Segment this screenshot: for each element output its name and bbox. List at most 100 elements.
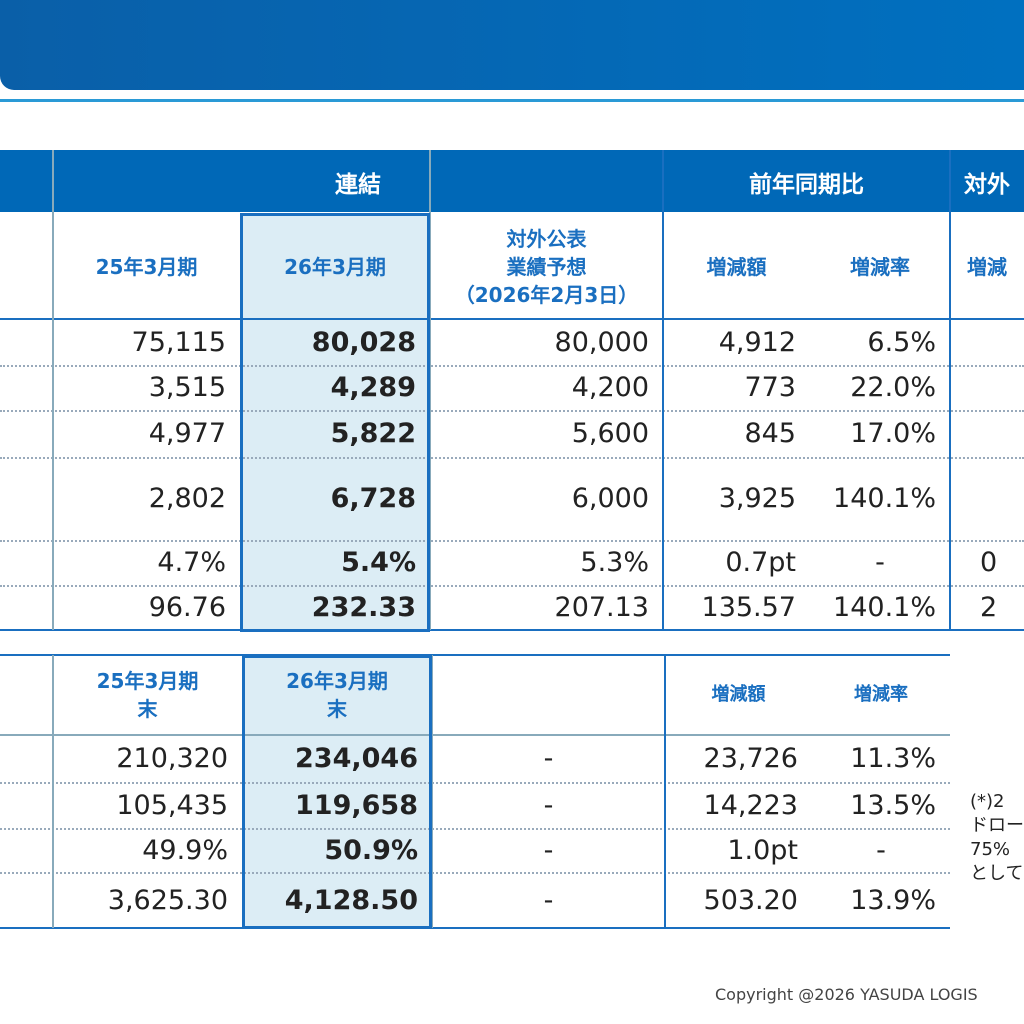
text: 207.13 <box>554 592 649 623</box>
text: (*)2 <box>970 791 1005 812</box>
banner <box>0 0 1024 90</box>
highlight-border <box>240 213 430 632</box>
text: 4,977 <box>148 418 226 449</box>
rule-line <box>662 150 664 630</box>
highlight-border <box>242 655 432 929</box>
header-cell: 対外 <box>950 150 1024 213</box>
text: 11.3% <box>850 743 936 774</box>
text: 26年3月期 <box>286 669 388 693</box>
data-cell: 3,625.30 <box>53 872 242 928</box>
rule-line <box>0 782 950 784</box>
text: 49.9% <box>142 834 228 866</box>
text: ドロー <box>970 815 1024 836</box>
text: 3,925 <box>718 483 796 514</box>
header-cell <box>0 150 53 213</box>
text: 140.1% <box>833 592 936 623</box>
rule-line <box>0 585 1024 587</box>
data-cell: 80,000 <box>430 320 663 365</box>
data-cell: 4.7% <box>53 540 240 585</box>
text: 増減額 <box>711 684 766 705</box>
data-cell: - <box>432 782 665 828</box>
subheader-cell: 対外公表 業績予想 （2026年2月3日） <box>430 213 663 320</box>
text: （2026年2月3日） <box>454 282 639 307</box>
text: 13.9% <box>850 884 936 916</box>
text: 2,802 <box>148 483 226 514</box>
data-cell: 14,223 <box>665 782 812 828</box>
text: として <box>970 863 1024 884</box>
data-cell: 49.9% <box>53 828 242 872</box>
text: 13.5% <box>850 789 936 821</box>
data-cell: 2 <box>950 585 1024 630</box>
text: 232.33 <box>311 592 416 623</box>
data-cell: 2,802 <box>53 457 240 540</box>
data-cell: - <box>432 828 665 872</box>
subheader-cell: 25年3月期末 <box>53 655 242 735</box>
data-cell: 3,925 <box>663 457 810 540</box>
rule-line <box>0 212 1024 214</box>
data-cell: 4,912 <box>663 320 810 365</box>
text: 119,658 <box>295 789 418 821</box>
data-cell: 6,000 <box>430 457 663 540</box>
data-cell: 0 <box>950 540 1024 585</box>
subheader-cell: 26年3月期末 <box>242 655 432 735</box>
text: 増減率 <box>850 254 910 279</box>
text: 773 <box>744 372 796 403</box>
text: 80,000 <box>554 327 649 358</box>
text: 75,115 <box>131 327 226 358</box>
text: 増減 <box>967 254 1007 279</box>
rule-line <box>0 734 950 736</box>
text: 140.1% <box>833 483 936 514</box>
subheader-cell: 増減額 <box>663 213 810 320</box>
data-cell: 13.9% <box>812 872 950 928</box>
data-cell: - <box>812 828 950 872</box>
header-cell: 連結 <box>53 150 663 213</box>
rule-line <box>0 629 1024 631</box>
text: 25年3月期 <box>95 254 198 279</box>
text: 234,046 <box>295 743 418 774</box>
text: 5,822 <box>330 418 416 449</box>
text: 5.4% <box>341 547 416 578</box>
data-cell: 234,046 <box>242 735 432 782</box>
text: 末 <box>327 697 347 721</box>
data-cell: 5.3% <box>430 540 663 585</box>
text: - <box>875 547 885 578</box>
text: 503.20 <box>703 884 798 916</box>
data-cell: 0.7pt <box>663 540 810 585</box>
text: 26年3月期 <box>284 254 386 279</box>
data-cell: 4,977 <box>53 410 240 457</box>
data-cell: 75,115 <box>53 320 240 365</box>
text: 210,320 <box>116 743 228 774</box>
rule-line <box>52 150 54 630</box>
text: - <box>876 834 886 866</box>
data-cell: 96.76 <box>53 585 240 630</box>
text: 業績予想 <box>506 254 587 279</box>
rule-line <box>0 927 950 929</box>
subheader-cell: 増減額 <box>665 655 812 735</box>
text: 6.5% <box>867 327 936 358</box>
subheader-cell <box>0 655 53 735</box>
data-cell: 207.13 <box>430 585 663 630</box>
data-cell: 119,658 <box>242 782 432 828</box>
text: 1.0pt <box>727 834 798 866</box>
rule-line <box>52 655 54 928</box>
subheader-cell <box>432 655 665 735</box>
data-cell: 140.1% <box>810 585 950 630</box>
copyright: Copyright @2026 YASUDA LOGIS <box>715 985 978 1004</box>
text: 25年3月期 <box>96 669 199 693</box>
data-cell: 80,028 <box>240 320 430 365</box>
rule-line <box>0 410 1024 412</box>
subheader-cell: 増減率 <box>810 213 950 320</box>
rule-line <box>664 655 666 928</box>
text: 対外 <box>964 171 1010 198</box>
text: 845 <box>744 418 796 449</box>
rule-line <box>0 365 1024 367</box>
data-cell: 5,822 <box>240 410 430 457</box>
text: 連結 <box>335 171 381 198</box>
data-cell: 773 <box>663 365 810 410</box>
text: 4,128.50 <box>284 884 418 916</box>
data-cell: 6,728 <box>240 457 430 540</box>
data-cell: 50.9% <box>242 828 432 872</box>
text: - <box>543 884 554 916</box>
text: - <box>543 789 554 821</box>
